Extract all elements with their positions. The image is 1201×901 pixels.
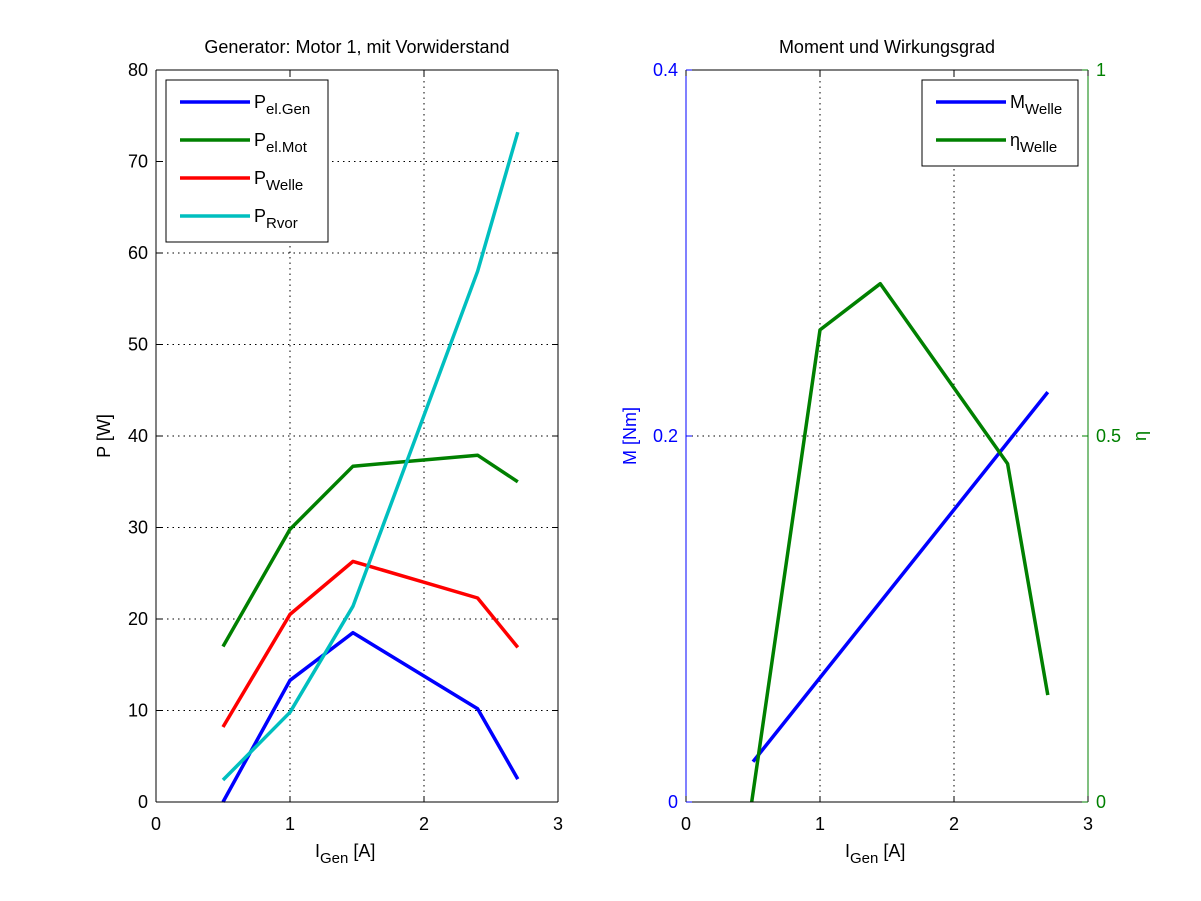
x-tick-label: 0 — [681, 814, 691, 834]
y2-tick-label: 0 — [1096, 792, 1106, 812]
series-group — [221, 131, 520, 803]
series-line-rvor — [221, 131, 520, 782]
x-tick-label: 0 — [151, 814, 161, 834]
series-line-el-gen — [221, 630, 520, 803]
y-axis-label: M [Nm] — [620, 407, 640, 465]
legend-entry-sub: Rvor — [266, 215, 298, 232]
legend-entry-main: η — [1010, 130, 1020, 150]
legend-entry: Pel.Mot — [254, 130, 308, 156]
x-tick-label: 3 — [553, 814, 563, 834]
y-tick-label: 70 — [128, 152, 148, 172]
legend-entry-main: M — [1010, 92, 1025, 112]
legend-entry-sub: el.Mot — [266, 139, 308, 156]
y2-tick-label: 0.5 — [1096, 426, 1121, 446]
x-tick-label: 2 — [949, 814, 959, 834]
y-tick-label: 0 — [138, 792, 148, 812]
legend-entry-sub: el.Gen — [266, 101, 310, 118]
legend-entry-main: P — [254, 92, 266, 112]
x-tick-label: 2 — [419, 814, 429, 834]
x-axis-label: IGen [A] — [315, 841, 375, 867]
legend-entry: Pel.Gen — [254, 92, 310, 118]
x-axis-label-sub: Gen — [850, 850, 878, 867]
legend-entry: ηWelle — [1010, 130, 1057, 156]
legend-entry-main: P — [254, 206, 266, 226]
chart-title: Moment und Wirkungsgrad — [779, 37, 995, 57]
legend-entry: PWelle — [254, 168, 303, 194]
series-line-el-mot — [221, 453, 519, 648]
grid — [686, 70, 1088, 802]
x-axis-label-sub: Gen — [320, 850, 348, 867]
x-axis-label-unit: [A] — [878, 841, 905, 861]
y-tick-label: 50 — [128, 335, 148, 355]
y-tick-label: 10 — [128, 701, 148, 721]
legend-entry-sub: Welle — [1020, 139, 1057, 156]
x-axis-label-unit: [A] — [348, 841, 375, 861]
y-tick-label: 0 — [668, 792, 678, 812]
x-axis-label-main: I — [315, 841, 320, 861]
y-tick-label: 20 — [128, 609, 148, 629]
legend-entry-main: P — [254, 130, 266, 150]
legend-entry-main: P — [254, 168, 266, 188]
y2-axis-label: η — [1130, 431, 1150, 441]
y-tick-label: 60 — [128, 243, 148, 263]
chart-title: Generator: Motor 1, mit Vorwiderstand — [204, 37, 509, 57]
y-tick-label: 0.4 — [653, 60, 678, 80]
x-axis-label-main: I — [845, 841, 850, 861]
legend-entry-sub: Welle — [266, 177, 303, 194]
y-axis-label: P [W] — [94, 414, 114, 458]
axes: 0 1 2 300.20.400.51 — [653, 60, 1121, 834]
legend-entry: MWelle — [1010, 92, 1062, 118]
legend-entry-sub: Welle — [1025, 101, 1062, 118]
y-tick-label: 30 — [128, 518, 148, 538]
series-line-welle — [221, 559, 520, 728]
x-tick-label: 1 — [815, 814, 825, 834]
series-group — [749, 281, 1050, 803]
legend-box — [921, 79, 1079, 167]
y-tick-label: 80 — [128, 60, 148, 80]
series-line-welle — [749, 281, 1050, 803]
x-tick-label: 1 — [285, 814, 295, 834]
x-axis-label: IGen [A] — [845, 841, 905, 867]
legend-entry: PRvor — [254, 206, 298, 232]
x-tick-label: 3 — [1083, 814, 1093, 834]
y-tick-label: 40 — [128, 426, 148, 446]
y2-tick-label: 1 — [1096, 60, 1106, 80]
y-tick-label: 0.2 — [653, 426, 678, 446]
